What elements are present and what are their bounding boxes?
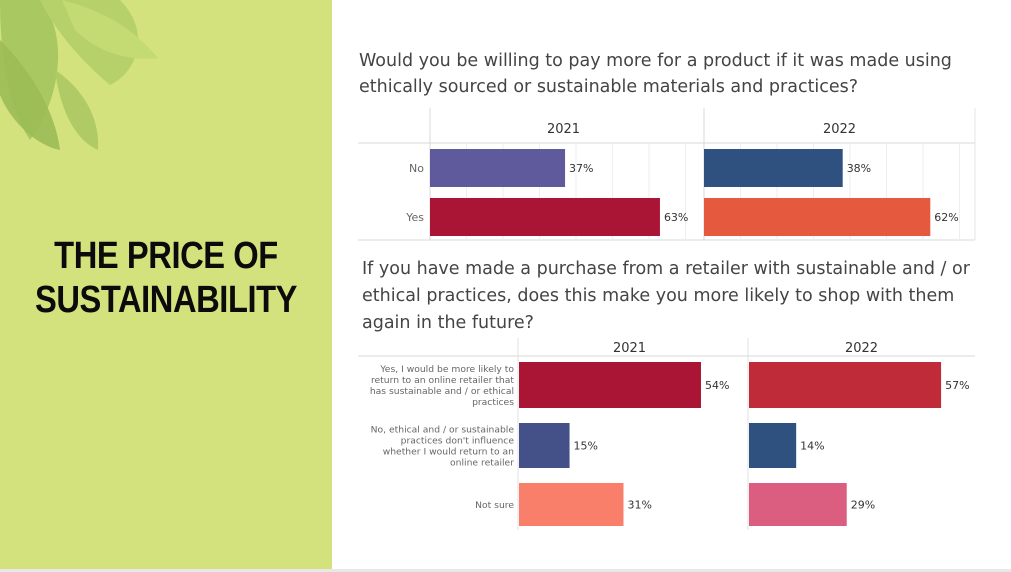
chart-1-panel-year: 2021 [547,122,580,137]
chart-2-title-line: again in the future? [362,313,534,333]
chart-1-data-label: 63% [664,211,688,224]
chart-1-category-label: No [409,162,424,175]
chart-2-category-label: online retailer [450,458,514,469]
chart-panel [332,0,1011,572]
chart-2-category-label: No, ethical and / or sustainable [371,425,515,436]
chart-1-bar [704,149,843,187]
bottom-divider [0,569,1011,572]
chart-1-bar [430,149,566,187]
chart-2-category-label: return to an online retailer that [371,375,514,386]
chart-2-title-line: ethical practices, does this make you mo… [362,286,955,306]
chart-2-data-label: 14% [800,440,824,453]
chart-2-data-label: 15% [574,440,598,453]
chart-2-title-line: If you have made a purchase from a retai… [362,259,970,279]
chart-2-panel-year: 2021 [613,341,646,356]
chart-2-bar [519,483,624,526]
chart-2-data-label: 57% [945,379,969,392]
chart-2-category-label: has sustainable and / or ethical [370,386,514,397]
chart-2-bar [519,362,701,408]
chart-2-category-label: Not sure [475,500,514,511]
left-panel: THE PRICE OF SUSTAINABILITY [0,0,332,572]
chart-1-title-line: Would you be willing to pay more for a p… [359,51,952,71]
chart-2-category-label: practices don't influence [401,436,515,447]
chart-1-data-label: 38% [847,162,871,175]
chart-1-data-label: 37% [569,162,593,175]
chart-1-panel-year: 2022 [823,122,856,137]
slide-title-line-2: SUSTAINABILITY [34,279,298,321]
slide-title-line-1: THE PRICE OF [54,235,278,277]
chart-2-bar [519,423,570,468]
leaf-decoration [0,0,158,150]
chart-1-title: Would you be willing to pay more for a p… [359,48,952,100]
chart-1-bar [430,198,660,236]
chart-2-bar [749,362,942,408]
chart-2-bar [749,483,847,526]
chart-2-bar [749,423,797,468]
chart-2-data-label: 31% [627,499,651,512]
chart-2-category-label: Yes, I would be more likely to [379,364,514,375]
chart-1-category-label: Yes [405,211,424,224]
chart-2-category-label: practices [472,397,514,408]
slide-title: THE PRICE OF SUSTAINABILITY [23,234,309,322]
chart-1-bar [704,198,931,236]
chart-2-data-label: 54% [705,379,729,392]
chart-2-category-label: whether I would return to an [383,447,514,458]
chart-1-data-label: 62% [934,211,958,224]
chart-2-panel-year: 2022 [845,341,878,356]
chart-1-title-line: ethically sourced or sustainable materia… [359,77,859,97]
chart-2-data-label: 29% [851,499,875,512]
chart-2-title: If you have made a purchase from a retai… [362,256,970,337]
